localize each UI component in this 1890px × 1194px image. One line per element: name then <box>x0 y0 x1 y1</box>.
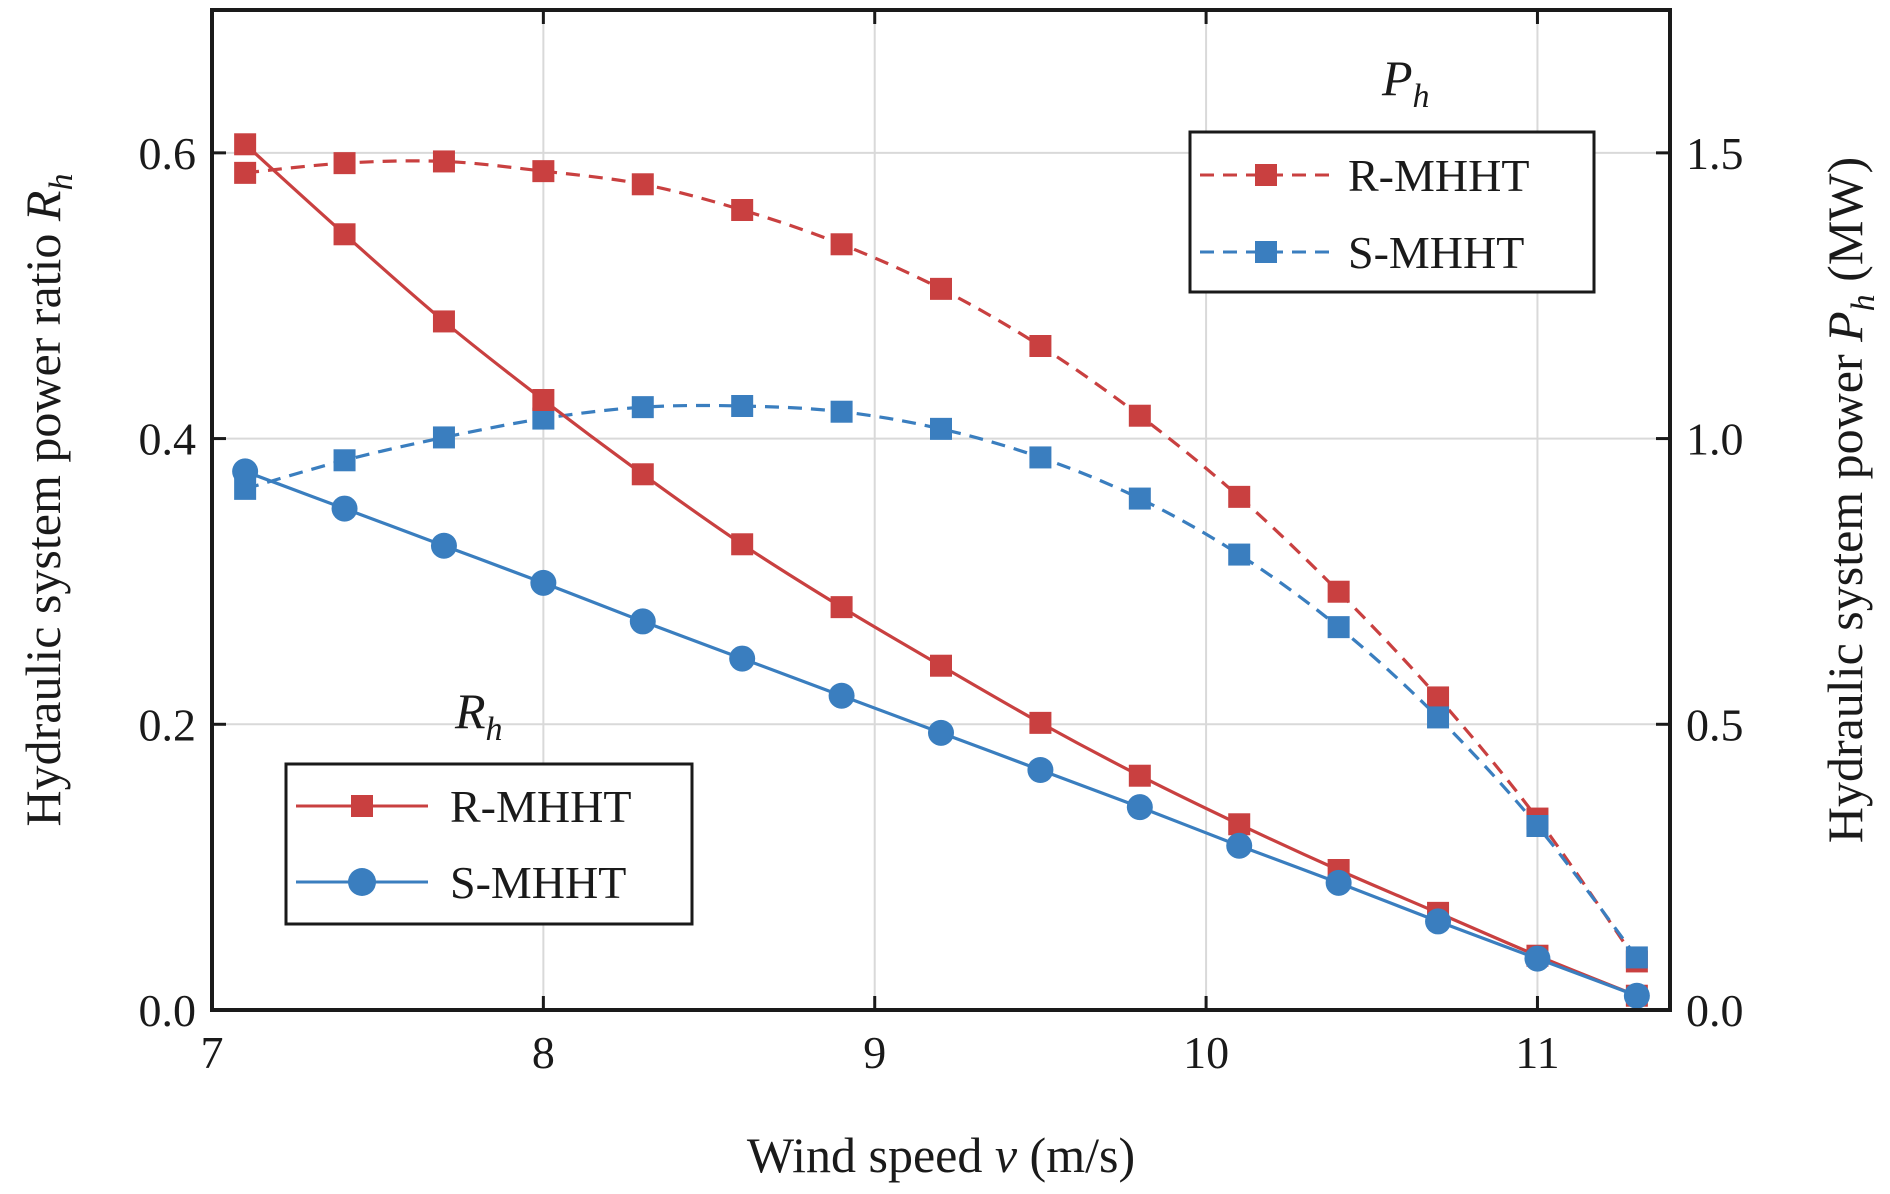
data-point <box>530 569 557 596</box>
data-point <box>1524 945 1551 972</box>
legend-rh-s-marker <box>348 868 376 896</box>
data-point <box>234 133 257 156</box>
data-point <box>1623 982 1650 1009</box>
data-point <box>532 160 555 183</box>
data-point <box>629 608 656 635</box>
data-point <box>731 533 754 556</box>
data-point <box>1427 686 1450 709</box>
y-left-tick-label: 0.6 <box>139 128 197 179</box>
ticks <box>210 10 1670 1012</box>
y-left-tick-label: 0.4 <box>139 414 197 465</box>
data-point <box>234 161 257 184</box>
data-point <box>1228 485 1251 508</box>
data-point <box>1327 580 1350 603</box>
legend-ph-r-label: R-MHHT <box>1348 150 1529 201</box>
data-point <box>1526 815 1549 837</box>
data-point <box>532 407 555 430</box>
data-point <box>1425 908 1452 935</box>
y-right-tick-label: 1.0 <box>1686 414 1744 465</box>
series-layer <box>232 133 1650 1009</box>
data-point <box>432 310 455 333</box>
data-point <box>1128 487 1151 510</box>
y-right-tick-label: 0.5 <box>1686 699 1744 750</box>
series-Ph-R-MHHT <box>234 150 1648 973</box>
data-point <box>830 596 853 619</box>
y-left-tick-label: 0.2 <box>139 699 197 750</box>
y-axis-right-title: Hydraulic system power Ph (MW) <box>1817 157 1882 843</box>
data-point <box>828 682 855 709</box>
data-point <box>830 400 853 423</box>
data-point <box>930 277 952 300</box>
data-point <box>432 426 455 449</box>
data-point <box>1325 869 1352 896</box>
data-point <box>731 395 754 417</box>
data-point <box>1128 404 1151 427</box>
data-point <box>1327 616 1350 639</box>
plot-frame <box>210 8 1672 1012</box>
data-point <box>930 417 952 440</box>
data-point <box>729 645 756 672</box>
data-point <box>430 532 457 559</box>
data-point <box>930 654 952 677</box>
data-point <box>1625 946 1648 969</box>
legend-ph-title: Ph <box>1381 50 1430 115</box>
data-point <box>731 199 754 221</box>
legend-ph-s-marker <box>1255 241 1277 263</box>
data-point <box>333 152 356 175</box>
data-point <box>1029 335 1052 357</box>
legend-rh-r-label: R-MHHT <box>450 781 631 832</box>
data-point <box>1027 757 1054 783</box>
legend-rh-r-marker <box>351 795 373 817</box>
legend-rh: Rh R-MHHT S-MHHT <box>284 683 694 926</box>
x-tick-label: 10 <box>1183 1027 1229 1078</box>
data-point <box>1427 706 1450 729</box>
data-point <box>830 233 853 256</box>
y-right-tick-label: 0.0 <box>1686 985 1744 1036</box>
y-axis-left-title: Hydraulic system power ratio Rh <box>15 174 80 827</box>
tick-labels: 7 8 9 10 11 0.0 0.2 0.4 0.6 0.0 0.5 1.0 1.5 <box>139 128 1744 1078</box>
data-point <box>333 223 356 246</box>
legend-rh-s-label: S-MHHT <box>450 857 626 908</box>
legend-rh-box <box>284 762 694 926</box>
x-tick-label: 7 <box>201 1027 224 1078</box>
data-point <box>1029 446 1052 469</box>
data-point <box>631 463 654 486</box>
data-point <box>1128 764 1151 787</box>
x-tick-label: 9 <box>863 1027 886 1078</box>
data-point <box>532 389 555 411</box>
data-point <box>1126 794 1153 821</box>
data-point <box>928 719 954 746</box>
data-point <box>331 495 358 522</box>
y-right-tick-label: 1.5 <box>1686 128 1744 179</box>
legend-ph-s-label: S-MHHT <box>1348 227 1524 278</box>
legend-rh-title: Rh <box>454 683 503 748</box>
x-axis-title: Wind speed v (m/s) <box>747 1127 1135 1183</box>
data-point <box>1228 813 1251 836</box>
series-line <box>244 143 1638 998</box>
data-point <box>631 396 654 419</box>
y-left-tick-label: 0.0 <box>139 985 197 1036</box>
data-point <box>333 449 356 472</box>
x-tick-label: 8 <box>532 1027 555 1078</box>
series-Ph-S-MHHT <box>234 395 1648 969</box>
data-point <box>432 150 455 173</box>
data-point <box>1029 711 1052 734</box>
data-point <box>631 173 654 196</box>
data-point <box>1226 832 1253 859</box>
data-point <box>1228 543 1251 566</box>
legend-ph-box <box>1188 130 1596 294</box>
legend-ph: Ph R-MHHT S-MHHT <box>1188 50 1596 294</box>
data-point <box>234 477 257 500</box>
legend-ph-r-marker <box>1255 164 1277 186</box>
series-Rh-S-MHHT <box>232 458 1650 1009</box>
x-tick-label: 11 <box>1515 1027 1559 1078</box>
data-point <box>232 458 259 485</box>
